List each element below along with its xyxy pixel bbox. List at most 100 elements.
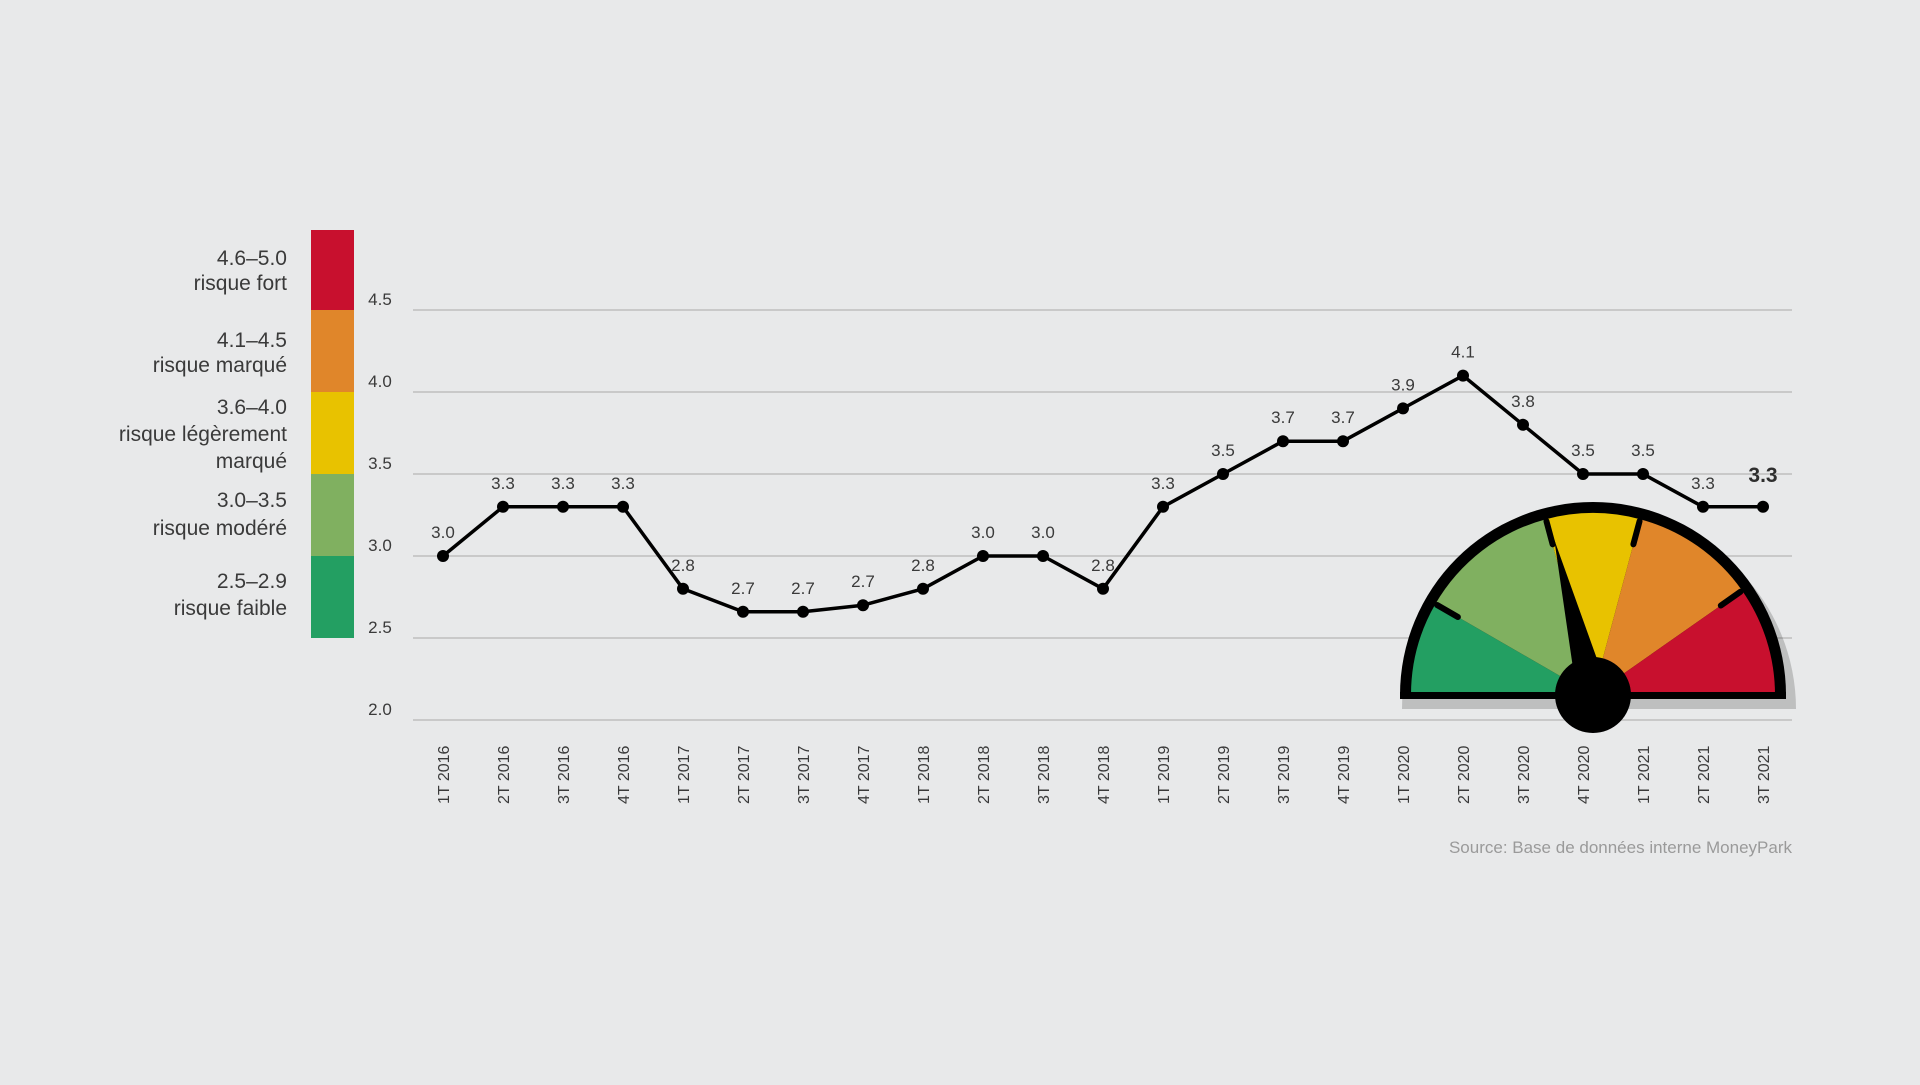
gauge-segment-1: [1435, 519, 1593, 695]
data-point: [557, 500, 569, 513]
x-tick-label: 1T 2017: [676, 745, 693, 804]
data-point: [1157, 500, 1169, 513]
x-tick-label: 3T 2021: [1756, 745, 1773, 804]
data-point: [1517, 418, 1529, 431]
data-point: [857, 599, 869, 612]
data-label: 3.9: [1391, 375, 1415, 394]
risk-name-label: risque faible: [174, 597, 287, 620]
data-label: 2.7: [731, 579, 755, 598]
y-tick-label: 2.5: [368, 618, 392, 637]
x-tick-label: 1T 2020: [1396, 745, 1413, 804]
data-label: 2.7: [851, 572, 875, 591]
data-point: [677, 582, 689, 595]
y-tick-label: 3.0: [368, 536, 392, 555]
y-tick-label: 4.5: [368, 290, 392, 309]
data-point: [1757, 500, 1769, 513]
x-tick-label: 2T 2019: [1216, 745, 1233, 804]
risk-name-label: risque marqué: [153, 354, 287, 377]
risk-gauge: [1400, 502, 1796, 733]
data-point: [437, 550, 449, 562]
risk-band-2: [311, 392, 354, 474]
data-point: [1337, 435, 1349, 448]
data-point: [617, 500, 629, 513]
x-tick-label: 2T 2020: [1456, 745, 1473, 804]
y-tick-label: 4.0: [368, 372, 392, 391]
x-tick-label: 3T 2020: [1516, 745, 1533, 804]
data-point: [797, 605, 809, 618]
data-point: [1097, 582, 1109, 595]
data-point: [1277, 435, 1289, 448]
gauge-tick: [1543, 518, 1556, 548]
gauge-segment-2: [1545, 512, 1641, 695]
gauge-tick: [1434, 602, 1461, 620]
x-tick-label: 1T 2018: [916, 745, 933, 804]
data-label: 2.7: [791, 579, 815, 598]
x-tick-label: 4T 2017: [856, 745, 873, 804]
data-label: 3.3: [491, 474, 515, 493]
data-point: [1637, 468, 1649, 480]
x-tick-label: 3T 2016: [556, 745, 573, 804]
data-point: [917, 582, 929, 595]
x-tick-label: 2T 2018: [976, 745, 993, 804]
data-label: 3.5: [1571, 441, 1595, 460]
data-point: [1397, 402, 1409, 415]
gauge-segment-3: [1593, 519, 1743, 695]
data-label: 3.3: [1151, 474, 1175, 493]
x-tick-label: 3T 2017: [796, 745, 813, 804]
data-point: [977, 550, 989, 562]
risk-range-label: 4.1–4.5: [217, 329, 287, 352]
risk-name-label: risque fort: [194, 272, 288, 295]
x-tick-label: 2T 2016: [496, 745, 513, 804]
gauge-hub: [1555, 657, 1631, 733]
data-point: [1217, 468, 1229, 480]
risk-name-label: marqué: [216, 450, 287, 473]
data-label: 2.8: [671, 556, 695, 575]
data-label: 3.3: [1691, 474, 1715, 493]
risk-band-0: [311, 230, 354, 310]
x-tick-label: 3T 2019: [1276, 745, 1293, 804]
x-tick-label: 1T 2021: [1636, 745, 1653, 804]
data-point: [737, 605, 749, 618]
x-tick-label: 4T 2020: [1576, 745, 1593, 804]
data-label: 3.7: [1271, 408, 1295, 427]
x-axis: 1T 2016 2T 2016 3T 2016 4T 2016 1T 2017 2T 20…: [436, 745, 1773, 804]
x-tick-label: 4T 2018: [1096, 745, 1113, 804]
gauge-segment-0: [1411, 604, 1593, 695]
data-label: 3.0: [1031, 523, 1055, 542]
data-label: 3.5: [1211, 441, 1235, 460]
data-point: [1037, 550, 1049, 562]
data-label: 3.8: [1511, 392, 1535, 411]
risk-band-1: [311, 310, 354, 392]
risk-band-4: [311, 556, 354, 638]
x-tick-label: 1T 2019: [1156, 745, 1173, 804]
data-point: [1577, 468, 1589, 480]
data-point: [497, 500, 509, 513]
x-tick-label: 3T 2018: [1036, 745, 1053, 804]
data-label: 3.5: [1631, 441, 1655, 460]
gauge-tick: [1717, 588, 1744, 609]
risk-range-label: 3.0–3.5: [217, 489, 287, 512]
x-tick-label: 2T 2021: [1696, 745, 1713, 804]
data-label: 3.3: [611, 474, 635, 493]
data-label: 3.3: [1748, 464, 1777, 487]
data-label: 3.0: [971, 523, 995, 542]
x-tick-label: 4T 2016: [616, 745, 633, 804]
risk-range-label: 2.5–2.9: [217, 570, 287, 593]
gauge-segment-4: [1593, 590, 1775, 695]
risk-band-3: [311, 474, 354, 556]
risk-range-label: 4.6–5.0: [217, 247, 287, 270]
source-note: Source: Base de données interne MoneyPar…: [1449, 838, 1793, 857]
risk-name-label: risque légèrement: [119, 423, 287, 446]
series-0: 3.0 3.3 3.3 3.3 2.8 2.7 2.7 2.7 2.8 3.0 3.0 2.8 3.3 3…: [431, 343, 1778, 618]
data-label: 3.0: [431, 523, 455, 542]
x-tick-label: 2T 2017: [736, 745, 753, 804]
risk-name-label: risque modéré: [153, 517, 287, 540]
data-label: 3.3: [551, 474, 575, 493]
x-tick-label: 4T 2019: [1336, 745, 1353, 804]
x-tick-label: 1T 2016: [436, 745, 453, 804]
risk-range-label: 3.6–4.0: [217, 396, 287, 419]
gauge-tick: [1630, 518, 1643, 548]
